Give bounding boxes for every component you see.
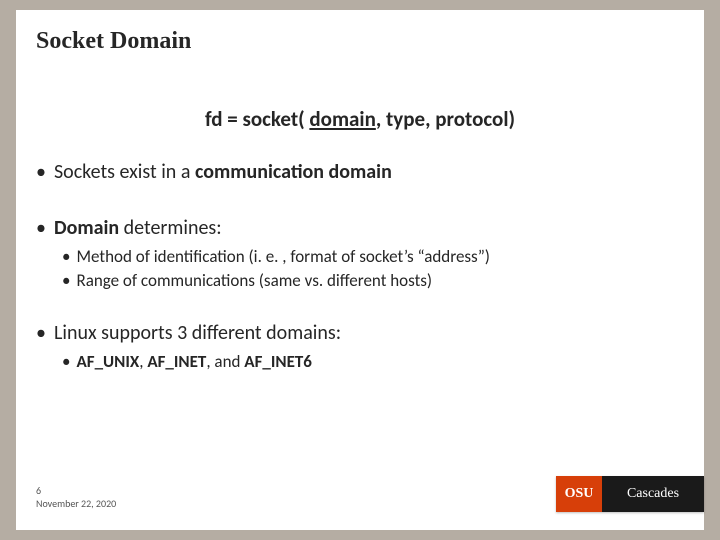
bullet-1-text-pre: Sockets exist in a bbox=[54, 160, 195, 184]
bullet-2: • Domain determines: bbox=[36, 216, 684, 240]
code-suffix: , type, protocol) bbox=[376, 106, 515, 132]
sub-bullet-2a: • Method of identification (i. e. , forma… bbox=[62, 246, 684, 267]
sub-bullet-2b: • Range of communications (same vs. diffe… bbox=[62, 270, 684, 291]
page-number: 6 bbox=[36, 484, 116, 497]
code-signature: fd = socket( domain, type, protocol) bbox=[16, 106, 704, 132]
footer: 6 November 22, 2020 bbox=[36, 484, 116, 510]
bullet-3-text: Linux supports 3 different domains: bbox=[54, 321, 341, 345]
sep2: , and bbox=[206, 351, 244, 372]
bullet-dot: • bbox=[36, 216, 46, 240]
logo-cascades: Cascades bbox=[602, 476, 704, 512]
sub-bullet-3a: •AF_UNIX, AF_INET, and AF_INET6 bbox=[62, 351, 684, 372]
bullet-1: • Sockets exist in a communication domain bbox=[36, 160, 684, 184]
bullet-dot: • bbox=[62, 270, 70, 291]
bullet-dot: • bbox=[36, 321, 46, 345]
sub-bullet-2a-text: Method of identification (i. e. , format… bbox=[76, 246, 490, 267]
bullet-1-text-bold: communication domain bbox=[195, 160, 392, 184]
slide-frame: Socket Domain fd = socket( domain, type,… bbox=[0, 0, 720, 540]
bullet-2-bold: Domain bbox=[54, 216, 119, 240]
body-content: • Sockets exist in a communication domain… bbox=[36, 160, 684, 375]
af-inet: AF_INET bbox=[147, 351, 206, 372]
sub-bullet-2b-text: Range of communications (same vs. differ… bbox=[76, 270, 432, 291]
code-arg-underlined: domain bbox=[309, 106, 375, 132]
af-inet6: AF_INET6 bbox=[244, 351, 312, 372]
af-unix: AF_UNIX bbox=[76, 351, 139, 372]
bullet-dot: • bbox=[62, 351, 70, 372]
slide-paper: Socket Domain fd = socket( domain, type,… bbox=[16, 10, 704, 530]
bullet-dot: • bbox=[36, 160, 46, 184]
footer-date: November 22, 2020 bbox=[36, 497, 116, 510]
code-prefix: fd = socket( bbox=[205, 106, 309, 132]
bullet-2-rest: determines: bbox=[119, 216, 221, 240]
slide-title: Socket Domain bbox=[36, 28, 191, 55]
logo-osu: OSU bbox=[556, 476, 602, 512]
bullet-3: • Linux supports 3 different domains: bbox=[36, 321, 684, 345]
bullet-dot: • bbox=[62, 246, 70, 267]
osu-cascades-logo: OSU Cascades bbox=[556, 476, 704, 512]
